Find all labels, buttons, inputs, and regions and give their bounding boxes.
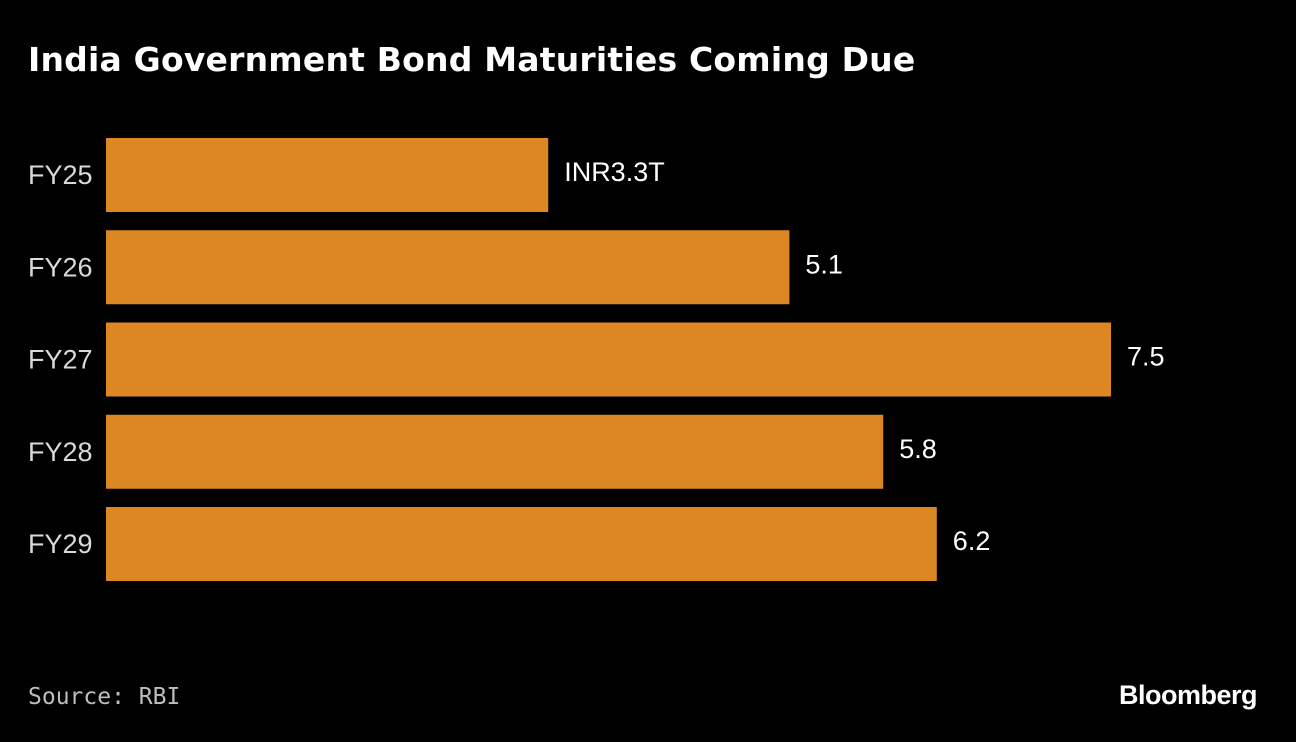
category-label-fy29: FY29: [28, 529, 93, 559]
bar-fy26: [106, 230, 790, 305]
bar-fy29: [106, 507, 937, 581]
category-label-fy26: FY26: [28, 252, 93, 282]
bar-fy28: [106, 414, 884, 489]
value-label-fy29: 6.2: [953, 526, 991, 556]
category-label-fy27: FY27: [28, 345, 93, 375]
chart-title: India Government Bond Maturities Coming …: [28, 40, 916, 79]
bar-fy25: [106, 138, 549, 212]
category-label-fy25: FY25: [28, 160, 93, 190]
bloomberg-logo: Bloomberg: [1118, 680, 1258, 710]
bar-fy27: [106, 322, 1111, 397]
value-label-fy25: INR3.3T: [564, 157, 665, 187]
value-label-fy28: 5.8: [899, 434, 937, 464]
value-label-fy26: 5.1: [805, 249, 843, 279]
category-label-fy28: FY28: [28, 437, 93, 467]
source-note: Source: RBI: [28, 684, 181, 710]
value-label-fy27: 7.5: [1127, 342, 1165, 372]
